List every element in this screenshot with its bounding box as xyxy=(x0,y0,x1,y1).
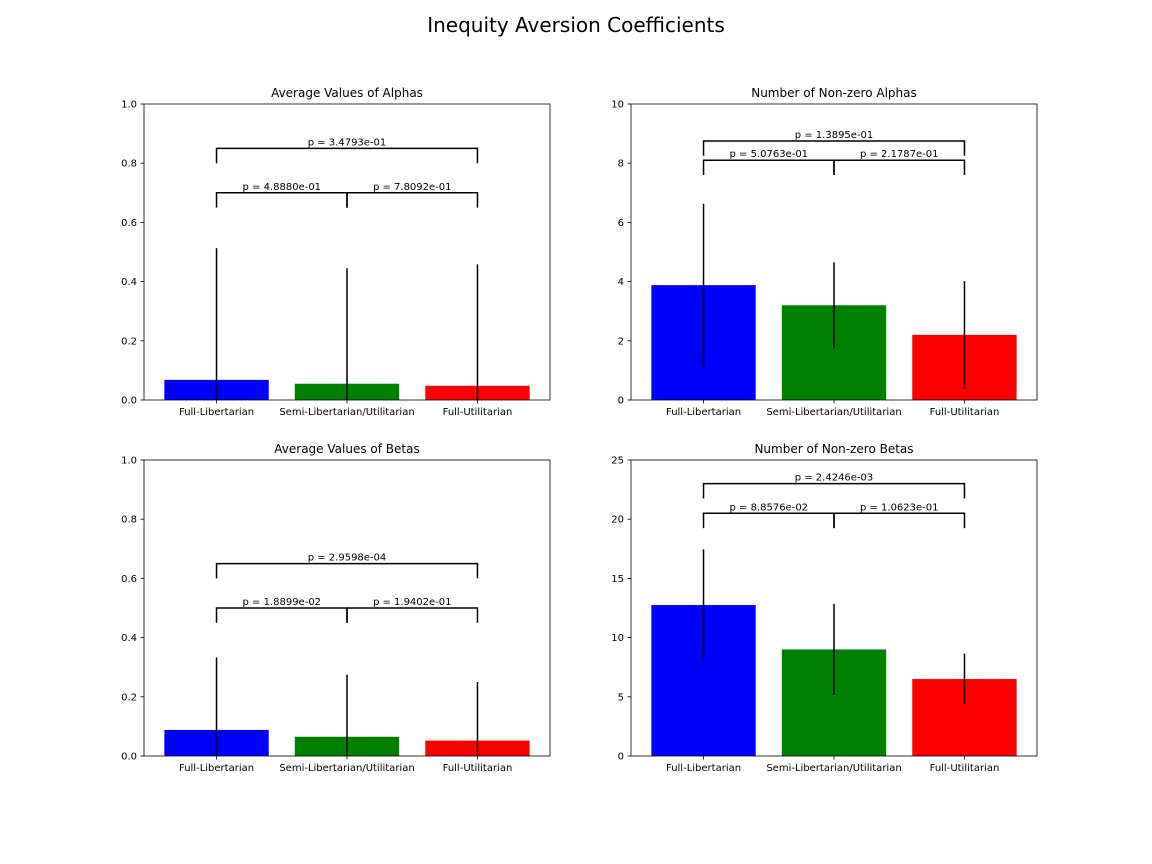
ytick-label-alphas-nonzero-2: 4 xyxy=(618,277,624,288)
subplot-title-betas-avg: Average Values of Betas xyxy=(274,442,419,456)
ytick-label-alphas-avg-0: 0.0 xyxy=(121,396,137,407)
xtick-label-alphas-avg-2: Full-Utilitarian xyxy=(443,407,513,418)
ytick-label-alphas-avg-3: 0.6 xyxy=(121,218,137,229)
xtick-label-alphas-avg-1: Semi-Libertarian/Utilitarian xyxy=(279,407,414,418)
ytick-label-alphas-avg-2: 0.4 xyxy=(121,277,137,288)
subplot-title-alphas-nonzero: Number of Non-zero Alphas xyxy=(751,86,917,100)
xtick-label-betas-avg-2: Full-Utilitarian xyxy=(443,763,513,774)
bracket-label-alphas-nonzero-2: p = 1.3895e-01 xyxy=(795,130,874,141)
subplot-title-betas-nonzero: Number of Non-zero Betas xyxy=(754,442,913,456)
ytick-label-betas-avg-2: 0.4 xyxy=(121,633,137,644)
ytick-label-betas-nonzero-5: 25 xyxy=(611,456,624,467)
bracket-alphas-avg-1 xyxy=(346,192,479,208)
subplot-betas-nonzero: p = 8.8576e-02 p = 1.0623e-01 p = 2.4246e-… xyxy=(611,442,1038,774)
xtick-label-alphas-nonzero-0: Full-Libertarian xyxy=(666,407,741,418)
subplot-betas-avg: p = 1.8899e-02 p = 1.9402e-01 p = 2.9598e-… xyxy=(121,442,551,774)
ytick-label-alphas-nonzero-3: 6 xyxy=(618,218,624,229)
bracket-label-betas-avg-2: p = 2.9598e-04 xyxy=(308,553,387,564)
ytick-label-alphas-avg-5: 1.0 xyxy=(121,100,137,111)
xtick-label-betas-nonzero-0: Full-Libertarian xyxy=(666,763,741,774)
ytick-label-alphas-avg-4: 0.8 xyxy=(121,159,137,170)
ytick-label-alphas-nonzero-5: 10 xyxy=(611,100,624,111)
bracket-alphas-nonzero-2 xyxy=(702,140,966,156)
ytick-label-betas-avg-3: 0.6 xyxy=(121,574,137,585)
xtick-label-betas-nonzero-1: Semi-Libertarian/Utilitarian xyxy=(766,763,901,774)
bracket-label-betas-avg-0: p = 1.8899e-02 xyxy=(242,597,321,608)
figure-title: Inequity Aversion Coefficients xyxy=(427,13,725,37)
ytick-label-betas-avg-4: 0.8 xyxy=(121,515,137,526)
subplot-title-alphas-avg: Average Values of Alphas xyxy=(271,86,423,100)
bracket-label-betas-avg-1: p = 1.9402e-01 xyxy=(373,597,452,608)
xtick-label-betas-avg-0: Full-Libertarian xyxy=(179,763,254,774)
subplot-alphas-avg: p = 4.8880e-01 p = 7.8092e-01 p = 3.4793e-… xyxy=(121,86,551,418)
bracket-label-alphas-nonzero-1: p = 2.1787e-01 xyxy=(860,149,939,160)
bracket-label-alphas-avg-0: p = 4.8880e-01 xyxy=(242,182,321,193)
ytick-label-alphas-nonzero-1: 2 xyxy=(618,336,624,347)
ytick-label-betas-nonzero-0: 0 xyxy=(618,752,624,763)
bracket-betas-nonzero-2 xyxy=(702,482,966,499)
bracket-label-betas-nonzero-0: p = 8.8576e-02 xyxy=(729,502,808,513)
bracket-betas-avg-2 xyxy=(215,562,479,579)
bracket-label-betas-nonzero-2: p = 2.4246e-03 xyxy=(795,473,874,484)
xtick-label-betas-avg-1: Semi-Libertarian/Utilitarian xyxy=(279,763,414,774)
xtick-label-alphas-nonzero-2: Full-Utilitarian xyxy=(930,407,1000,418)
ytick-label-alphas-nonzero-0: 0 xyxy=(618,396,624,407)
ytick-label-betas-avg-0: 0.0 xyxy=(121,752,137,763)
bracket-alphas-nonzero-1 xyxy=(833,159,966,176)
bracket-label-alphas-nonzero-0: p = 5.0763e-01 xyxy=(729,149,808,160)
xtick-label-betas-nonzero-2: Full-Utilitarian xyxy=(930,763,1000,774)
ytick-label-betas-nonzero-2: 10 xyxy=(611,633,624,644)
bracket-betas-avg-1 xyxy=(346,607,479,623)
bracket-label-alphas-avg-2: p = 3.4793e-01 xyxy=(308,137,387,148)
ytick-label-betas-avg-5: 1.0 xyxy=(121,456,137,467)
ytick-label-betas-nonzero-4: 20 xyxy=(611,515,624,526)
bracket-betas-nonzero-1 xyxy=(833,512,966,529)
ytick-label-alphas-nonzero-4: 8 xyxy=(618,159,624,170)
ytick-label-betas-nonzero-1: 5 xyxy=(618,692,624,703)
ytick-label-betas-nonzero-3: 15 xyxy=(611,574,624,585)
xtick-label-alphas-avg-0: Full-Libertarian xyxy=(179,407,254,418)
bracket-alphas-avg-2 xyxy=(215,147,479,164)
xtick-label-alphas-nonzero-1: Semi-Libertarian/Utilitarian xyxy=(766,407,901,418)
ytick-label-alphas-avg-1: 0.2 xyxy=(121,336,137,347)
bracket-label-alphas-avg-1: p = 7.8092e-01 xyxy=(373,182,452,193)
bracket-label-betas-nonzero-1: p = 1.0623e-01 xyxy=(860,502,939,513)
subplot-alphas-nonzero: p = 5.0763e-01 p = 2.1787e-01 p = 1.3895e-… xyxy=(611,86,1038,418)
ytick-label-betas-avg-1: 0.2 xyxy=(121,692,137,703)
